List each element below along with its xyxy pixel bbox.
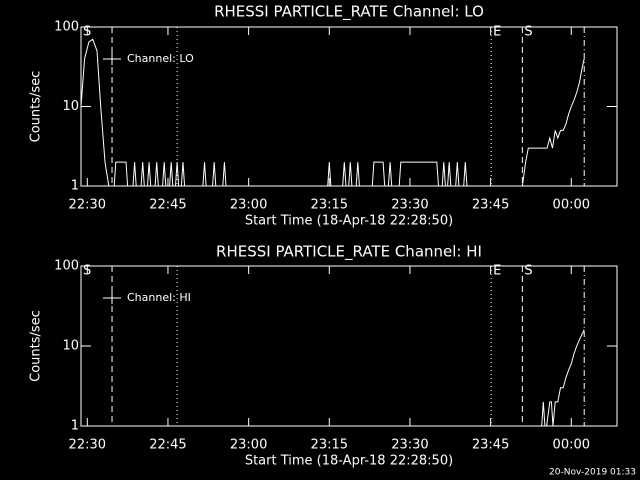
- footer-timestamp: 20-Nov-2019 01:33: [549, 468, 636, 478]
- x-tick-label: 23:30: [391, 198, 428, 213]
- y-axis-label: Counts/sec: [29, 310, 44, 382]
- y-tick-label: 10: [62, 99, 79, 114]
- x-tick-label: 23:45: [472, 438, 509, 453]
- y-tick-label: 10: [62, 339, 79, 354]
- x-tick-label: 22:30: [69, 438, 106, 453]
- y-tick-label: 100: [54, 259, 79, 274]
- x-tick-label: 22:45: [149, 198, 186, 213]
- y-axis-label: Counts/sec: [29, 71, 44, 143]
- x-tick-label: 22:30: [69, 198, 106, 213]
- x-tick-label: 00:00: [553, 438, 590, 453]
- marker-label: E: [493, 25, 501, 40]
- panel: RHESSI PARTICLE_RATE Channel: LO Start Ti…: [29, 3, 618, 229]
- x-tick-label: 22:45: [149, 438, 186, 453]
- marker-label: S: [524, 264, 532, 279]
- x-tick-label: 23:30: [391, 438, 428, 453]
- plot-frame: [80, 26, 618, 187]
- y-tick-label: 100: [54, 20, 79, 35]
- x-axis-label: Start Time (18-Apr-18 22:28:50): [245, 214, 453, 229]
- x-axis-label: Start Time (18-Apr-18 22:28:50): [245, 454, 453, 469]
- legend-label: Channel: HI: [127, 291, 191, 304]
- x-tick-label: 23:15: [311, 198, 348, 213]
- data-line: [541, 329, 585, 427]
- y-tick-label: 1: [71, 179, 79, 194]
- marker-label: E: [493, 264, 501, 279]
- plot-frame: [80, 265, 618, 427]
- x-tick-label: 23:00: [230, 438, 267, 453]
- x-tick-label: 00:00: [553, 198, 590, 213]
- panel: RHESSI PARTICLE_RATE Channel: HI Start Ti…: [29, 243, 618, 469]
- y-tick-label: 1: [71, 419, 79, 434]
- x-tick-label: 23:00: [230, 198, 267, 213]
- legend-label: Channel: LO: [127, 52, 194, 65]
- x-tick-label: 23:15: [311, 438, 348, 453]
- marker-label: S: [83, 25, 91, 40]
- chart-title: RHESSI PARTICLE_RATE Channel: HI: [216, 243, 482, 262]
- x-tick-label: 23:45: [472, 198, 509, 213]
- marker-label: S: [83, 264, 91, 279]
- chart-title: RHESSI PARTICLE_RATE Channel: LO: [214, 3, 484, 22]
- data-line: [81, 38, 585, 187]
- marker-label: S: [524, 25, 532, 40]
